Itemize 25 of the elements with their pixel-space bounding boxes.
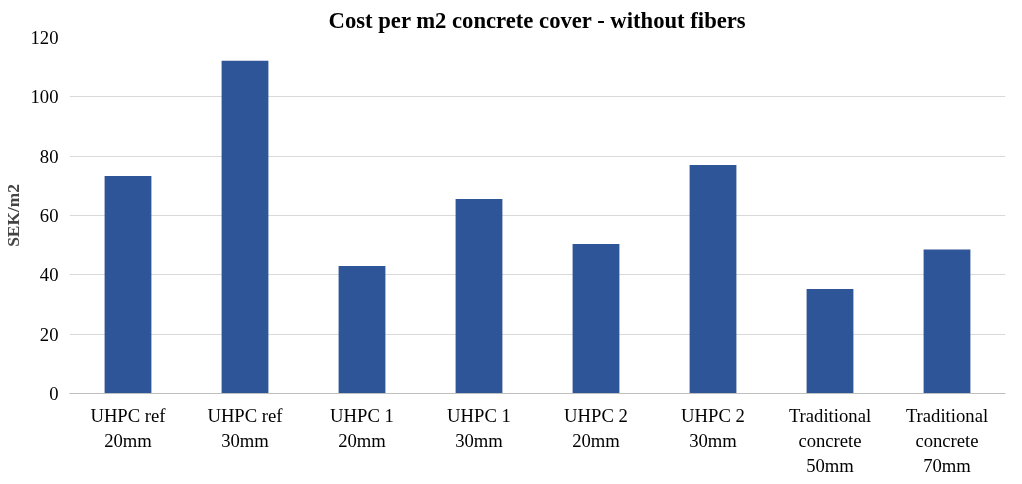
y-tick-label: 0 <box>49 383 59 404</box>
bar <box>923 249 971 394</box>
y-tick-label: 40 <box>39 264 59 286</box>
x-tick-label: UHPC ref 20mm <box>90 404 167 451</box>
x-tick-label: UHPC 2 20mm <box>564 404 628 451</box>
bar <box>221 60 269 394</box>
x-tick-label: UHPC 1 20mm <box>330 404 394 451</box>
chart-title: Cost per m2 concrete cover - without fibers <box>328 7 746 33</box>
y-tick-label: 60 <box>39 205 59 226</box>
y-tick-label: 80 <box>39 145 59 167</box>
y-tick-label: 120 <box>30 27 59 48</box>
x-tick-label: UHPC 2 30mm <box>681 404 745 451</box>
y-tick-label: 100 <box>30 86 59 108</box>
bar <box>338 265 386 394</box>
bar <box>104 176 152 394</box>
y-tick-label: 20 <box>39 323 59 345</box>
x-tick-label: UHPC 1 30mm <box>447 404 511 451</box>
bar <box>689 165 737 394</box>
bar <box>572 243 620 394</box>
x-tick-label: UHPC ref 30mm <box>207 404 284 451</box>
x-tick-label: Traditional concrete 50mm <box>788 404 872 476</box>
bar <box>806 289 854 394</box>
y-axis-title: SEK/m2 <box>3 184 23 247</box>
bar <box>455 198 503 394</box>
x-tick-label: Traditional concrete 70mm <box>905 404 989 476</box>
